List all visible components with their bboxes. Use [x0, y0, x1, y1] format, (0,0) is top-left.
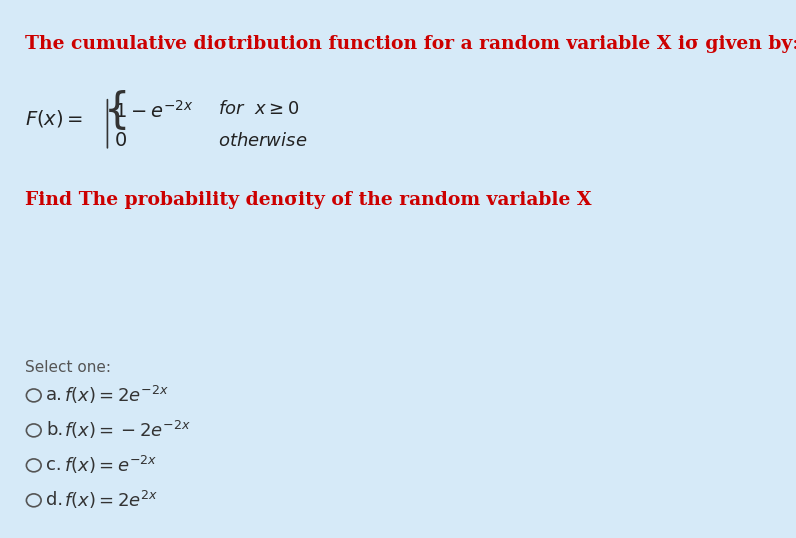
Text: Select one:: Select one:: [25, 360, 111, 376]
Text: $f(x) = 2e^{2x}$: $f(x) = 2e^{2x}$: [64, 489, 158, 512]
Text: The cumulative diσtribution function for a random variable X iσ given by:: The cumulative diσtribution function for…: [25, 35, 796, 53]
Text: $f(x) = -2e^{-2x}$: $f(x) = -2e^{-2x}$: [64, 419, 191, 442]
Text: $\{$: $\{$: [103, 88, 127, 132]
Text: $f(x) = 2e^{-2x}$: $f(x) = 2e^{-2x}$: [64, 384, 169, 407]
Text: b.: b.: [46, 421, 64, 440]
Text: $\mathit{otherwise}$: $\mathit{otherwise}$: [218, 132, 307, 150]
Text: $1-e^{-2x}$: $1-e^{-2x}$: [114, 100, 193, 122]
Text: $f(x) = e^{-2x}$: $f(x) = e^{-2x}$: [64, 454, 158, 477]
Text: d.: d.: [46, 491, 63, 509]
Text: a.: a.: [46, 386, 63, 405]
Text: $0$: $0$: [114, 132, 127, 150]
Text: c.: c.: [46, 456, 61, 475]
Text: Find The probability denσity of the random variable X: Find The probability denσity of the rand…: [25, 191, 591, 209]
Text: $F(x)=$: $F(x)=$: [25, 108, 83, 129]
Text: $\mathit{for}\ \ x \geq 0$: $\mathit{for}\ \ x \geq 0$: [218, 100, 299, 117]
